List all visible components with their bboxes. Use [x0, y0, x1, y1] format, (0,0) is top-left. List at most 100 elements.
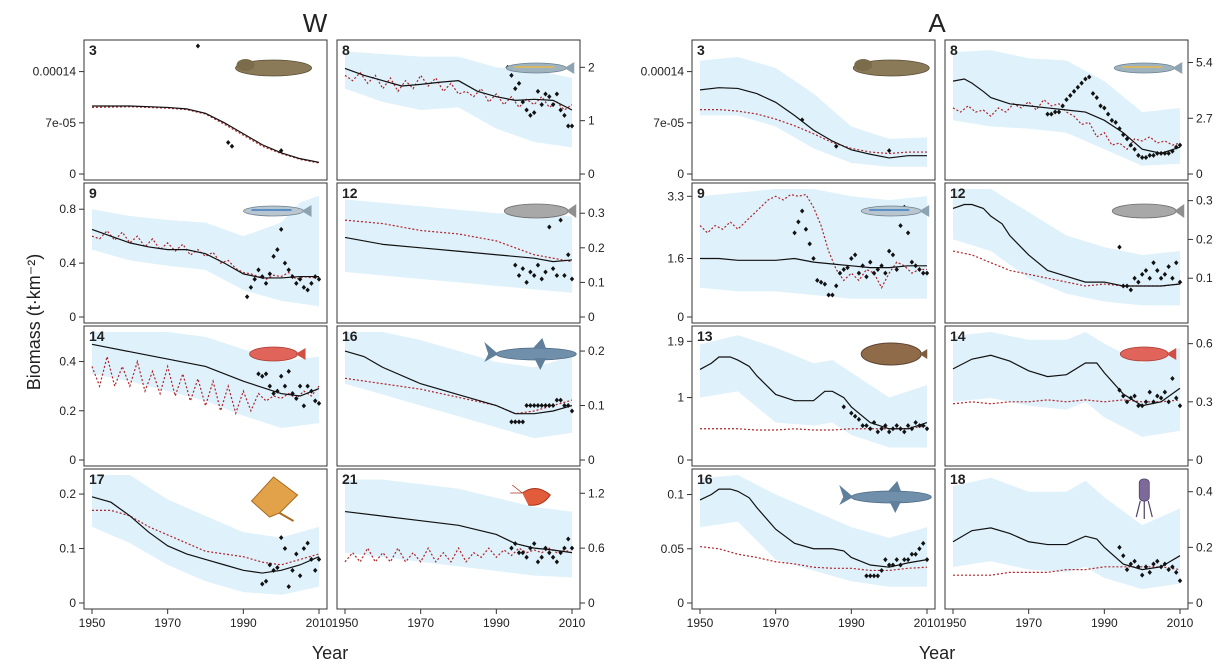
observed-point: [1132, 275, 1137, 281]
uncertainty-band: [92, 475, 319, 595]
observed-point: [550, 102, 556, 108]
uncertainty-band: [345, 199, 572, 293]
observed-point: [554, 397, 560, 403]
observed-point: [1071, 88, 1077, 94]
y-tick-label: 0: [1196, 596, 1203, 610]
fish-tail: [295, 348, 306, 360]
observed-point: [1177, 279, 1183, 285]
panel-number: 3: [697, 42, 705, 58]
observed-point: [535, 262, 541, 268]
observed-point: [539, 102, 544, 108]
observed-point: [1121, 283, 1126, 289]
y-tick-label: 7e-05: [653, 116, 684, 130]
observed-point: [531, 541, 537, 547]
y-tick-label: 0.6: [588, 541, 605, 555]
observed-point: [513, 262, 518, 268]
observed-point: [898, 223, 903, 229]
observed-point: [913, 551, 918, 557]
observed-point: [226, 140, 231, 146]
observed-point: [860, 263, 865, 269]
observed-point: [248, 284, 254, 290]
observed-point: [558, 107, 563, 113]
observed-point: [886, 429, 892, 435]
observed-point: [316, 276, 322, 282]
observed-point: [294, 395, 299, 401]
panel-A-18: 18 0 0.2 0.4 1950 1970 1990 2010: [940, 468, 1213, 630]
y-tick-label: 0.4: [1196, 485, 1213, 499]
shrimp-icon: [510, 484, 551, 506]
observed-point: [1064, 97, 1069, 103]
observed-point: [1132, 146, 1137, 152]
y-tick-label: 0.2: [588, 344, 605, 358]
observed-point: [1124, 399, 1130, 405]
seal-head: [854, 59, 873, 71]
observed-point: [282, 546, 288, 552]
uncertainty-band: [345, 332, 572, 439]
panel-number: 16: [697, 471, 713, 487]
observed-point: [252, 276, 257, 282]
observed-point: [290, 567, 295, 573]
panel-W-3: 3 0 7e-05 0.00014: [33, 39, 328, 181]
observed-point: [1083, 76, 1088, 82]
panel-frame: [336, 182, 581, 324]
y-tick-label: 3.3: [667, 189, 684, 203]
observed-point: [286, 368, 291, 374]
panel-frame: [944, 182, 1189, 324]
observed-point: [917, 266, 922, 272]
observed-point: [1090, 90, 1096, 96]
observed-point: [520, 99, 526, 105]
sole-tail: [919, 349, 928, 359]
observed-point: [1177, 142, 1183, 148]
y-tick-label: 0: [69, 167, 76, 181]
observed-point: [856, 416, 862, 422]
observed-point: [1139, 154, 1145, 160]
panel-A-12: 12 0.1 0.2 0.3: [944, 182, 1213, 324]
observed-point: [849, 410, 854, 416]
sardine-icon: [860, 205, 930, 217]
fish-body: [503, 203, 569, 219]
shark-pectoral-fin: [534, 358, 547, 370]
observed-point: [256, 371, 261, 377]
y-tick-label: 7e-05: [45, 116, 76, 130]
observed-point: [860, 423, 865, 429]
monk-seal-icon: [235, 59, 312, 77]
observed-point: [913, 420, 918, 426]
observed-point: [516, 80, 522, 86]
observed-point: [1121, 132, 1126, 138]
y-tick-label: 0: [677, 310, 684, 324]
fish-body: [249, 346, 298, 362]
observed-point: [516, 550, 522, 556]
panel-A-16: 16 0 0.05 0.1 1950 1970 1990 2010: [661, 468, 941, 630]
panel-frame: [691, 39, 936, 181]
observed-point: [278, 226, 284, 232]
shark-dorsal-fin: [532, 338, 547, 349]
fish-tail: [1172, 62, 1183, 74]
observed-point: [539, 276, 544, 282]
observed-point: [1139, 572, 1145, 578]
observed-point: [1143, 564, 1149, 570]
panel-W-17: 17 0 0.1 0.2 1950 1970 1990 2010: [59, 468, 333, 630]
observed-point: [1087, 74, 1092, 80]
observed-point: [305, 287, 310, 293]
group-label-A: A: [928, 8, 946, 38]
observed-point: [1177, 578, 1183, 584]
model-series-line: [952, 78, 1181, 154]
observed-point: [1132, 393, 1137, 399]
observed-point: [543, 545, 548, 551]
sole-body: [860, 342, 922, 366]
y-tick-label: 0: [69, 596, 76, 610]
y-tick-label: 0.3: [1196, 395, 1213, 409]
observed-point: [834, 143, 839, 149]
observed-point: [1158, 564, 1164, 570]
fish-stripe: [869, 209, 910, 211]
sardine-icon: [243, 205, 312, 217]
observed-point: [1117, 244, 1122, 250]
observed-point: [1102, 105, 1107, 111]
observed-point: [1143, 267, 1149, 273]
x-tick-label: 2010: [1167, 616, 1194, 630]
observed-point: [569, 276, 575, 282]
fish-tail: [1174, 204, 1185, 218]
observed-point: [531, 110, 537, 116]
observed-point: [543, 403, 548, 409]
